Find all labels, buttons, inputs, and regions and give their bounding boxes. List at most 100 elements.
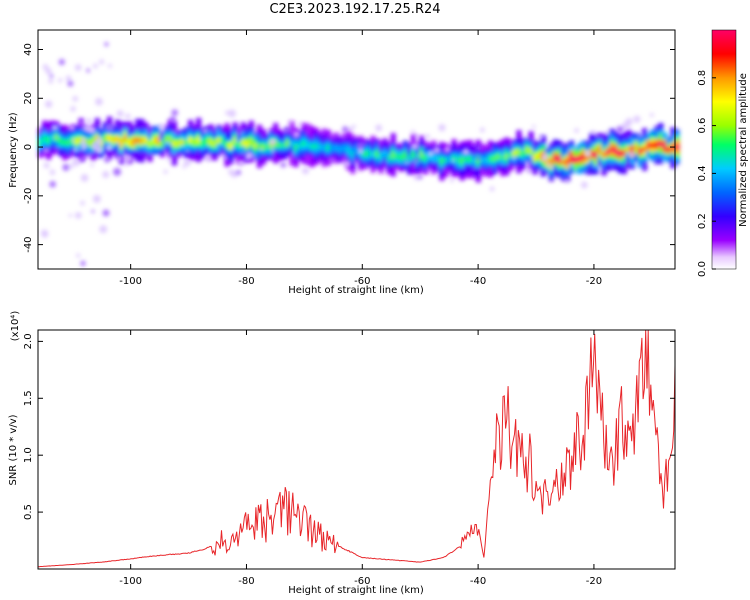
spectrogram-cell bbox=[370, 151, 376, 158]
spectrogram-cell bbox=[556, 155, 563, 163]
spectrogram-cell bbox=[386, 155, 392, 161]
spectrogram-cell bbox=[317, 144, 323, 150]
spectrogram-cell bbox=[548, 158, 554, 166]
spectrogram-speckle bbox=[604, 131, 609, 136]
spectrogram-speckle bbox=[58, 59, 65, 66]
spectrogram-speckle bbox=[223, 155, 228, 160]
x-tick-label: -80 bbox=[238, 276, 254, 287]
spectrogram-cell bbox=[333, 146, 340, 151]
x-tick-label: -60 bbox=[354, 276, 370, 287]
spectrogram-cell bbox=[410, 151, 417, 158]
spectrogram-speckle bbox=[45, 68, 52, 75]
spectrogram-cell bbox=[329, 144, 336, 152]
spectrogram-speckle bbox=[90, 162, 95, 167]
spectrogram-cell bbox=[532, 155, 538, 160]
spectrogram-cell bbox=[423, 155, 429, 161]
spectrogram-speckle bbox=[269, 137, 277, 146]
spectrogram-speckle bbox=[185, 149, 190, 153]
spectrogram-speckle bbox=[342, 126, 349, 133]
spectrogram-speckle bbox=[476, 146, 480, 151]
spectrogram-cell bbox=[139, 138, 145, 143]
spectrogram-cell bbox=[192, 139, 198, 146]
spectrogram-cell bbox=[244, 141, 250, 147]
spectrogram-cell bbox=[650, 142, 656, 149]
spectrogram-cell bbox=[183, 140, 190, 146]
spectrogram-cell bbox=[512, 149, 518, 157]
spectrogram-cell bbox=[560, 159, 567, 165]
colorbar-tick-label: 0.8 bbox=[697, 70, 708, 86]
spectrogram-cell bbox=[528, 148, 534, 154]
spectrogram-speckle bbox=[202, 127, 208, 134]
spectrogram-speckle bbox=[411, 142, 419, 150]
spectrogram-speckle bbox=[418, 175, 423, 180]
spectrogram-cell bbox=[305, 141, 311, 148]
spectrogram-cell bbox=[670, 145, 676, 150]
spectrogram-cell bbox=[342, 145, 348, 151]
spectrogram-speckle bbox=[72, 158, 81, 167]
spectrogram-speckle bbox=[375, 124, 383, 132]
spectrogram-cell bbox=[508, 153, 514, 158]
spectrogram-speckle bbox=[58, 78, 63, 83]
spectrogram-cell bbox=[398, 155, 404, 160]
spectrogram-speckle bbox=[352, 124, 356, 129]
spectrogram-speckle bbox=[633, 115, 641, 123]
x-tick-label: -40 bbox=[470, 276, 486, 287]
spectrogram-cell bbox=[74, 138, 80, 145]
colorbar-gradient bbox=[711, 29, 737, 270]
spectrogram-speckle bbox=[165, 141, 170, 145]
spectrogram-cell bbox=[629, 148, 636, 154]
spectrogram-speckle bbox=[541, 153, 549, 162]
spectrogram-cell bbox=[467, 156, 473, 163]
spectrogram-cell bbox=[90, 138, 96, 146]
snr-panel: -100 -80 -60 -40 -20 0.5 1.0 1.5 2.0 Height of … bbox=[8, 311, 676, 596]
spectrogram-speckle bbox=[427, 150, 434, 157]
spectrogram-cell bbox=[552, 155, 559, 161]
spectrogram-speckle bbox=[85, 118, 92, 125]
spectrogram-cell bbox=[240, 139, 246, 146]
spectrogram-cell bbox=[662, 143, 668, 150]
spectrogram-speckle bbox=[68, 164, 74, 169]
spectrogram-cell bbox=[520, 150, 526, 157]
spectrogram-speckle bbox=[449, 178, 455, 183]
spectrogram-speckle bbox=[67, 80, 74, 87]
y-tick-label: -40 bbox=[23, 236, 34, 252]
snr-y-ticks: 0.5 1.0 1.5 2.0 bbox=[23, 333, 675, 520]
spectrogram-speckle bbox=[357, 148, 364, 155]
y-tick-label: 20 bbox=[23, 92, 34, 105]
spectrogram-speckle bbox=[43, 162, 50, 169]
spectrogram-cell bbox=[451, 155, 457, 161]
spectrogram-speckle bbox=[616, 125, 624, 134]
spectrogram-cell bbox=[212, 141, 218, 147]
spectrogram-speckle bbox=[649, 112, 654, 117]
spectrogram-y-ticks: -40 -20 0 20 40 bbox=[23, 43, 675, 253]
spectrogram-cell bbox=[366, 150, 372, 157]
x-tick-label: -40 bbox=[470, 576, 486, 587]
spectrogram-cell bbox=[220, 136, 226, 144]
spectrogram-cell bbox=[459, 157, 465, 165]
spectrogram-speckle bbox=[425, 134, 430, 140]
spectrogram-cell bbox=[106, 134, 113, 142]
spectrogram-speckle bbox=[526, 168, 532, 174]
spectrogram-speckle bbox=[414, 134, 419, 139]
spectrogram-cell bbox=[285, 139, 291, 147]
figure-title: C2E3.2023.192.17.25.R24 bbox=[269, 2, 440, 17]
spectrogram-speckle bbox=[157, 123, 165, 130]
spectrogram-cell bbox=[674, 144, 680, 150]
x-tick-label: -20 bbox=[586, 576, 602, 587]
spectrogram-cell bbox=[439, 158, 445, 165]
spectrogram-speckle bbox=[105, 123, 113, 132]
spectrogram-cell bbox=[313, 144, 319, 149]
spectrogram-speckle bbox=[404, 161, 409, 166]
spectrogram-cell bbox=[463, 156, 469, 162]
spectrogram-speckle bbox=[293, 130, 300, 138]
spectrogram-cell bbox=[281, 143, 287, 148]
x-tick-label: -100 bbox=[119, 276, 142, 287]
spectrogram-cell bbox=[309, 144, 315, 149]
spectrogram-speckle bbox=[79, 155, 87, 162]
spectrogram-speckle bbox=[95, 97, 103, 106]
spectrogram-cell bbox=[350, 151, 356, 157]
spectrogram-speckle bbox=[413, 174, 420, 181]
spectrogram-cell bbox=[475, 158, 482, 164]
spectrogram-speckle bbox=[225, 110, 230, 115]
spectrogram-speckle bbox=[40, 229, 49, 237]
